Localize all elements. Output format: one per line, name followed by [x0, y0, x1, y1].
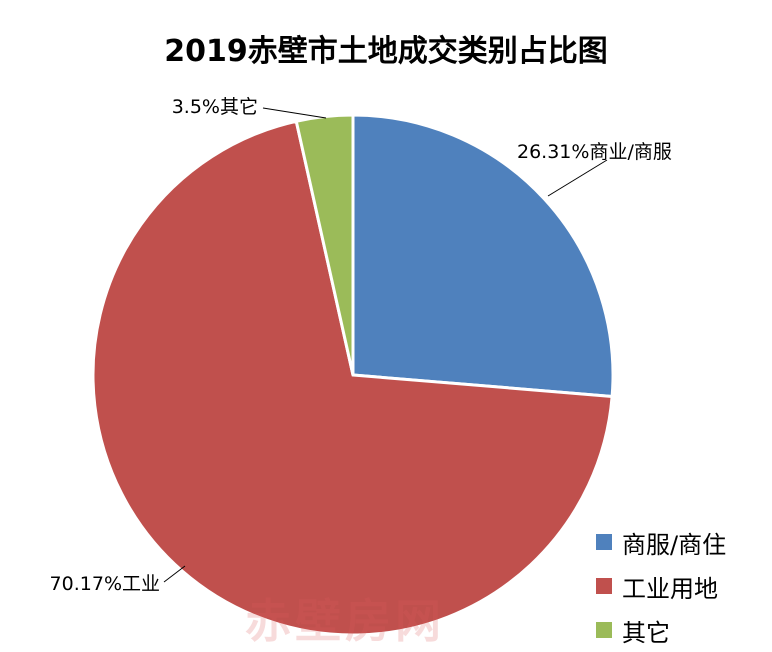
data-label-other: 3.5%其它	[172, 96, 258, 118]
slice-industrial	[91, 119, 614, 637]
legend-item-other: 其它	[596, 608, 726, 652]
legend-swatch-commercial	[596, 534, 612, 550]
data-label-industrial: 70.17%工业	[50, 573, 160, 595]
data-label-commercial: 26.31%商业/商服	[517, 141, 672, 163]
legend-item-commercial: 商服/商住	[596, 520, 726, 564]
legend: 商服/商住 工业用地 其它	[596, 520, 726, 652]
leader-line-commercial	[547, 159, 608, 197]
chart-title: 2019赤壁市土地成交类别占比图	[164, 34, 608, 69]
legend-label-commercial: 商服/商住	[622, 530, 727, 559]
slice-commercial	[351, 113, 615, 399]
watermark: 赤壁房网	[245, 594, 445, 648]
legend-swatch-industrial	[596, 578, 612, 594]
leader-line-industrial	[163, 565, 186, 583]
legend-item-industrial: 工业用地	[596, 564, 726, 608]
legend-swatch-other	[596, 622, 612, 638]
legend-label-industrial: 工业用地	[622, 574, 718, 603]
leader-line-other	[262, 107, 327, 119]
slice-other	[294, 113, 355, 376]
legend-label-other: 其它	[622, 618, 670, 647]
